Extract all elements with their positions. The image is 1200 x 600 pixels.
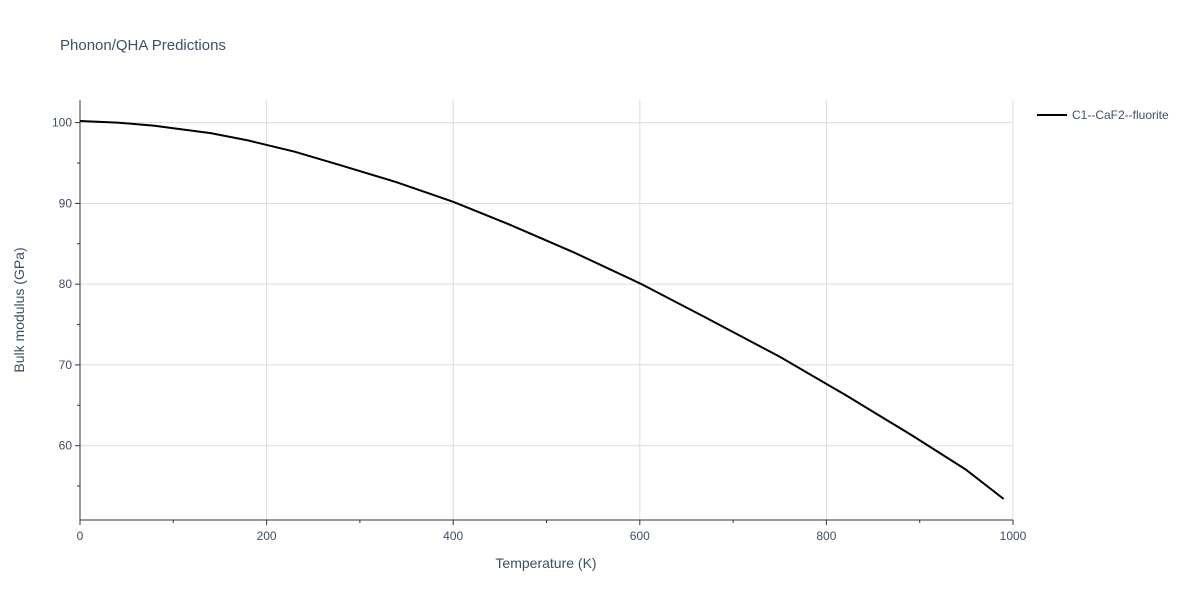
x-tick-label: 200 bbox=[257, 529, 277, 543]
x-axis-title: Temperature (K) bbox=[495, 555, 596, 571]
legend-label: C1--CaF2--fluorite bbox=[1072, 108, 1169, 122]
y-tick-label: 80 bbox=[59, 277, 73, 291]
gridlines bbox=[80, 100, 1014, 520]
x-tick-label: 600 bbox=[630, 529, 650, 543]
series-line-0[interactable] bbox=[79, 120, 1005, 500]
x-tick-label: 1000 bbox=[1000, 529, 1027, 543]
axes: 0 200 400 600 800 1000 60 70 80 90 100 bbox=[52, 100, 1027, 543]
series-layer bbox=[79, 120, 1005, 500]
y-tick-label: 90 bbox=[59, 196, 73, 210]
y-tick-label: 100 bbox=[52, 116, 72, 130]
y-tick-label: 70 bbox=[59, 358, 73, 372]
y-tick-label: 60 bbox=[59, 439, 73, 453]
x-tick-label: 400 bbox=[443, 529, 463, 543]
chart-title: Phonon/QHA Predictions bbox=[60, 37, 226, 54]
x-tick-label: 0 bbox=[77, 529, 84, 543]
y-axis-title: Bulk modulus (GPa) bbox=[11, 247, 27, 372]
x-tick-label: 800 bbox=[816, 529, 836, 543]
legend[interactable]: C1--CaF2--fluorite bbox=[1037, 108, 1169, 122]
